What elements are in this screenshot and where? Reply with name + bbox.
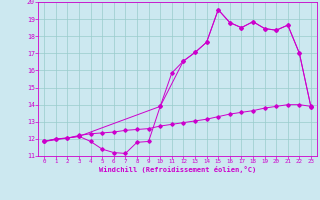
X-axis label: Windchill (Refroidissement éolien,°C): Windchill (Refroidissement éolien,°C): [99, 166, 256, 173]
